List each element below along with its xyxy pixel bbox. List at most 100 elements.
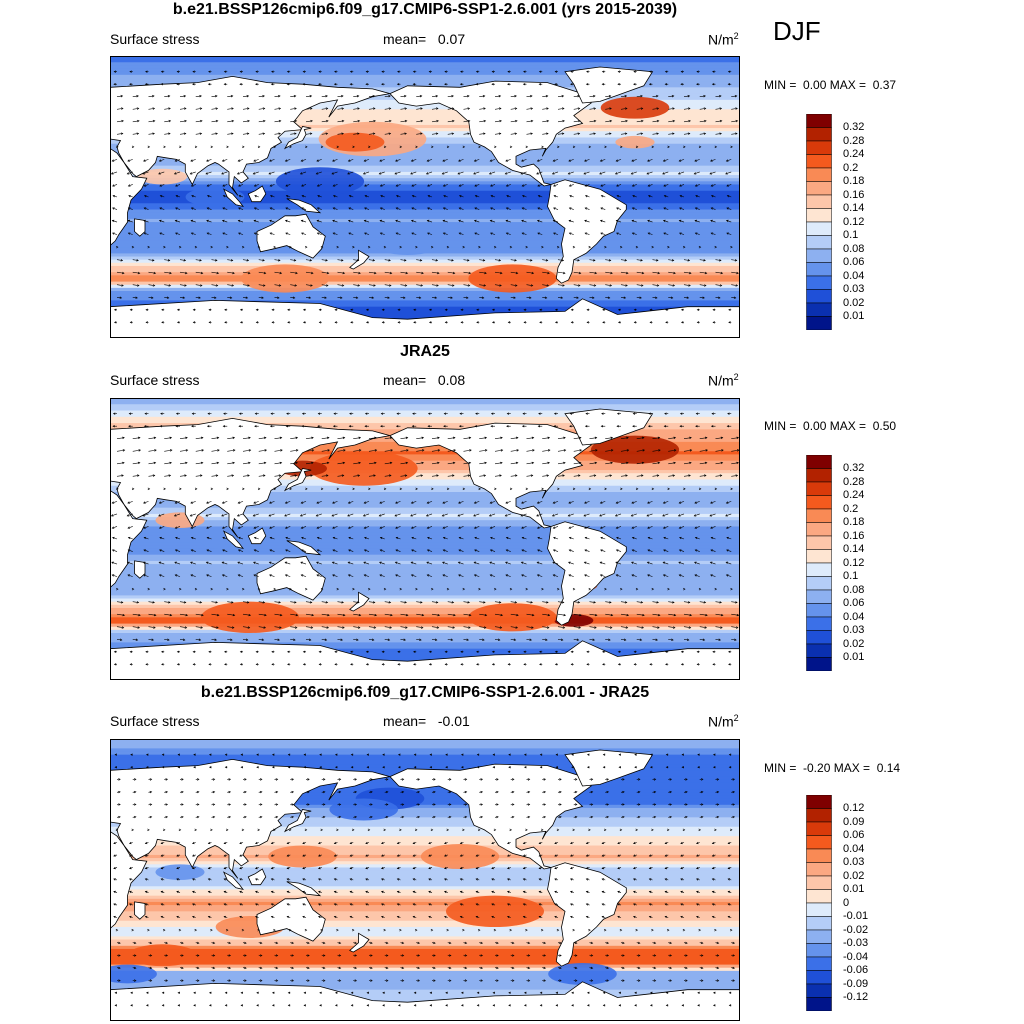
wind-vector — [589, 601, 596, 603]
wind-vector-head — [586, 753, 590, 756]
wind-vector-head — [401, 803, 405, 806]
wind-vector-head — [373, 284, 376, 287]
wind-vector-head — [663, 195, 667, 198]
wind-vector — [699, 475, 707, 477]
wind-vector-head — [525, 145, 529, 149]
wind-vector-head — [427, 184, 430, 187]
wind-vector-head — [363, 501, 367, 504]
wind-vector — [353, 259, 359, 261]
cb2-tick: 0.08 — [843, 583, 865, 596]
wind-vector-head — [310, 119, 313, 123]
wind-vector — [274, 638, 280, 641]
wind-vector-head — [601, 412, 604, 415]
wind-vector-head — [572, 245, 576, 249]
wind-vector-head — [554, 841, 557, 845]
wind-vector-head — [525, 487, 529, 491]
wind-vector-head — [590, 803, 594, 806]
wind-vector — [494, 613, 503, 616]
cb1-tick: 0.12 — [843, 215, 865, 228]
wind-vector-head — [285, 184, 288, 187]
wind-vector-head — [554, 650, 558, 654]
field-band — [110, 495, 740, 499]
wind-vector-head — [302, 321, 306, 324]
wind-vector-head — [646, 514, 650, 517]
wind-vector-head — [154, 449, 157, 452]
wind-vector-head — [347, 219, 351, 223]
wind-vector-head — [208, 765, 212, 769]
wind-vector-head — [460, 650, 463, 654]
wind-vector-head — [649, 321, 652, 324]
wind-vector-head — [262, 132, 266, 135]
wind-vector-head — [333, 903, 337, 906]
wind-vector — [652, 296, 658, 299]
wind-vector-head — [427, 207, 430, 210]
wind-vector-head — [225, 828, 229, 832]
wind-vector — [148, 613, 156, 616]
cb1-tick: 0.08 — [843, 242, 865, 255]
wind-vector-head — [144, 915, 148, 919]
field-band — [110, 190, 740, 195]
wind-vector-head — [308, 296, 312, 299]
wind-vector-head — [404, 601, 407, 604]
wind-vector-head — [352, 587, 355, 591]
wind-vector — [112, 159, 118, 162]
wind-vector-head — [271, 308, 274, 312]
wind-vector — [348, 232, 354, 235]
wind-vector-head — [198, 296, 201, 299]
wind-vector-head — [370, 803, 373, 806]
wind-vector-head — [415, 587, 418, 591]
wind-vector-head — [122, 461, 125, 465]
wind-vector-head — [538, 915, 542, 919]
wind-vector-head — [730, 587, 733, 591]
wind-vector — [668, 601, 675, 603]
wind-vector-head — [546, 601, 549, 604]
panel-2-units-base: N/m — [708, 372, 734, 389]
wind-vector — [557, 601, 564, 603]
wind-vector-head — [241, 828, 245, 832]
wind-vector-head — [252, 172, 256, 175]
wind-vector — [179, 638, 185, 641]
wind-vector-head — [121, 119, 124, 123]
field-band — [110, 617, 740, 622]
wind-vector — [379, 513, 385, 517]
wind-vector — [584, 526, 590, 529]
wind-vector-head — [356, 94, 360, 98]
wind-vector-head — [145, 663, 148, 666]
field-band — [110, 109, 740, 113]
wind-vector — [605, 259, 611, 261]
wind-vector-head — [352, 245, 355, 249]
wind-vector-head — [578, 271, 582, 275]
wind-vector-head — [599, 172, 602, 175]
wind-vector-head — [357, 474, 361, 477]
field-band — [110, 801, 740, 806]
wind-vector — [585, 207, 590, 210]
wind-vector-head — [300, 501, 304, 504]
wind-vector-head — [363, 219, 367, 223]
wind-vector — [179, 449, 188, 452]
field-band — [110, 131, 740, 135]
wind-vector-head — [624, 107, 628, 110]
wind-vector — [699, 449, 708, 452]
wind-vector-head — [174, 574, 178, 577]
wind-vector — [694, 501, 700, 504]
wind-vector-head — [311, 613, 315, 617]
wind-vector — [542, 626, 549, 629]
wind-vector — [553, 549, 559, 552]
wind-vector-head — [131, 587, 135, 591]
wind-vector — [364, 232, 370, 235]
wind-vector-head — [136, 474, 140, 477]
wind-vector — [222, 574, 228, 577]
wind-vector — [179, 284, 187, 286]
wind-vector — [474, 537, 480, 540]
wind-vector — [132, 475, 140, 477]
wind-vector-head — [367, 828, 371, 832]
wind-vector — [353, 437, 361, 440]
wind-vector — [380, 195, 385, 198]
wind-vector — [164, 638, 170, 641]
wind-vector-head — [633, 650, 637, 654]
wind-vector-head — [552, 561, 555, 564]
wind-vector-head — [538, 412, 541, 415]
wind-vector — [331, 513, 338, 517]
wind-vector-head — [657, 271, 661, 275]
wind-vector-head — [165, 778, 169, 781]
